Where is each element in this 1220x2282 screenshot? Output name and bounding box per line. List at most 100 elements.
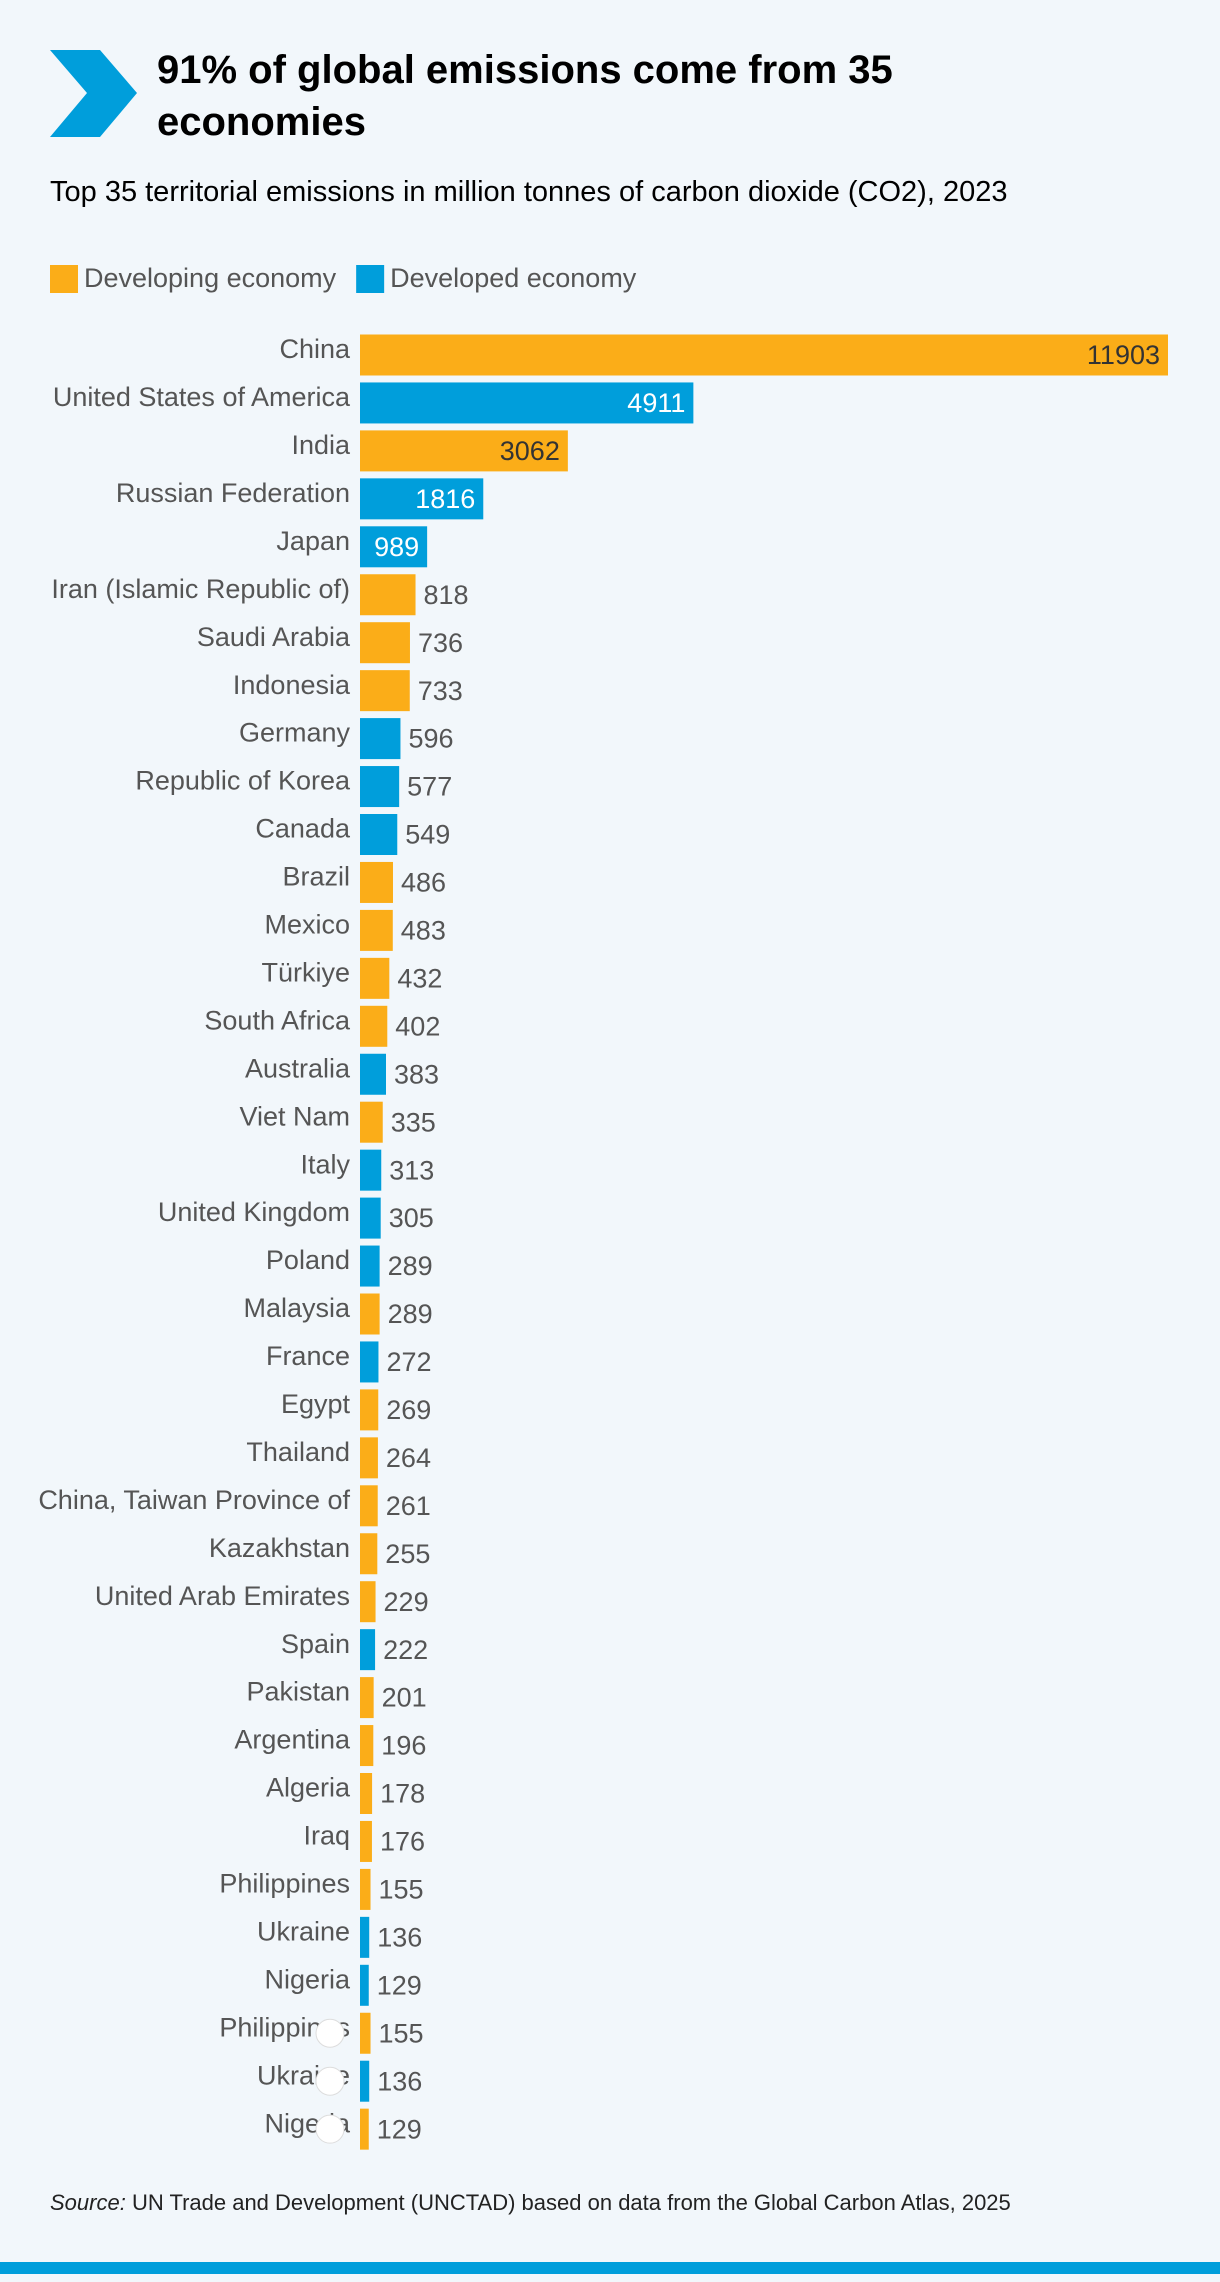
value-label: 736 <box>418 628 463 658</box>
value-label: 229 <box>384 1587 429 1617</box>
bar <box>360 1916 370 1958</box>
bar <box>360 1245 380 1287</box>
chart-subtitle: Top 35 territorial emissions in million … <box>50 176 1008 208</box>
chevron-icon <box>50 50 137 137</box>
value-label: 261 <box>386 1491 431 1521</box>
bar <box>360 814 398 855</box>
category-label: South Africa <box>204 1005 351 1035</box>
chart-title: 91% of global emissions come from 35 eco… <box>157 48 893 144</box>
value-label: 1816 <box>415 484 475 514</box>
bar <box>360 957 390 999</box>
value-label: 989 <box>374 532 419 562</box>
category-label: Ukraine <box>257 1916 350 1946</box>
value-label: 818 <box>424 580 469 610</box>
bar <box>360 1725 374 1767</box>
value-label: 733 <box>418 676 463 706</box>
bar <box>360 526 428 568</box>
category-label: France <box>266 1341 350 1371</box>
bar <box>360 1629 376 1671</box>
bar <box>360 861 393 903</box>
bar <box>360 478 484 520</box>
value-label: 483 <box>401 916 446 946</box>
value-label: 596 <box>408 724 453 754</box>
category-label: Saudi Arabia <box>197 622 351 652</box>
bar <box>360 1053 386 1095</box>
category-label: United Arab Emirates <box>95 1581 350 1611</box>
flag-icon <box>315 2018 345 2048</box>
value-label: 178 <box>380 1779 425 1809</box>
bar <box>360 2060 370 2102</box>
value-label: 201 <box>382 1683 427 1713</box>
bar <box>360 1101 383 1143</box>
bar <box>360 670 410 712</box>
category-label: Italy <box>300 1149 350 1179</box>
value-label: 136 <box>377 2066 422 2096</box>
category-label: Germany <box>239 718 351 748</box>
category-label: Japan <box>276 526 350 556</box>
value-label: 577 <box>407 772 452 802</box>
source-note: Source: UN Trade and Development (UNCTAD… <box>50 2190 1011 2216</box>
category-label: Pakistan <box>246 1677 350 1707</box>
category-label: United States of America <box>53 382 351 412</box>
category-label: Iraq <box>303 1821 350 1851</box>
footer-bar <box>0 2262 1220 2274</box>
value-label: 129 <box>377 2114 422 2144</box>
value-label: 313 <box>389 1155 434 1185</box>
value-label: 402 <box>395 1011 440 1041</box>
value-label: 305 <box>389 1203 434 1233</box>
bar <box>360 574 416 616</box>
bar <box>360 1533 378 1575</box>
bar <box>360 1485 378 1527</box>
value-label: 269 <box>386 1395 431 1425</box>
value-label: 264 <box>386 1443 431 1473</box>
category-label: Poland <box>266 1245 350 1275</box>
value-label: 176 <box>380 1827 425 1857</box>
category-label: Spain <box>281 1629 350 1659</box>
bar <box>360 2108 369 2150</box>
bar <box>360 1964 369 2006</box>
value-label: 155 <box>379 1875 424 1905</box>
category-label: Nigeria <box>264 1964 351 1994</box>
category-label: Viet Nam <box>239 1101 350 1131</box>
value-label: 196 <box>381 1731 426 1761</box>
bar <box>360 909 393 951</box>
category-label: Republic of Korea <box>135 766 351 796</box>
category-label: Brazil <box>282 862 350 892</box>
category-label: Philippines <box>219 1869 350 1899</box>
category-label: Russian Federation <box>116 478 350 508</box>
category-label: Mexico <box>264 910 350 940</box>
value-label: 129 <box>377 1970 422 2000</box>
category-label: Kazakhstan <box>209 1533 350 1563</box>
bar <box>360 622 410 664</box>
source-label: Source: <box>50 2190 126 2215</box>
value-label: 11903 <box>1087 340 1160 370</box>
bar <box>360 1341 379 1383</box>
category-label: Malaysia <box>243 1293 351 1323</box>
bar <box>360 1389 379 1431</box>
category-label: Canada <box>255 814 351 844</box>
bar <box>360 1581 376 1623</box>
bar <box>360 1005 388 1047</box>
bar <box>360 334 1168 376</box>
category-label: Thailand <box>246 1437 350 1467</box>
flag-icon <box>315 2066 345 2096</box>
category-label: United Kingdom <box>158 1197 350 1227</box>
value-label: 3062 <box>500 436 560 466</box>
bar <box>360 1820 372 1862</box>
value-label: 432 <box>397 963 442 993</box>
category-label: Australia <box>245 1053 351 1083</box>
category-label: Algeria <box>266 1773 351 1803</box>
value-label: 136 <box>377 1922 422 1952</box>
category-label: Egypt <box>281 1389 351 1419</box>
bar <box>360 1868 371 1910</box>
bar <box>360 1773 373 1814</box>
bar <box>360 718 401 760</box>
bar <box>360 1293 380 1335</box>
legend-swatch <box>50 265 78 293</box>
category-label: Iran (Islamic Republic of) <box>51 574 350 604</box>
bar <box>360 2012 371 2054</box>
bar <box>360 1149 382 1191</box>
value-label: 4911 <box>627 388 685 418</box>
value-label: 486 <box>401 868 446 898</box>
